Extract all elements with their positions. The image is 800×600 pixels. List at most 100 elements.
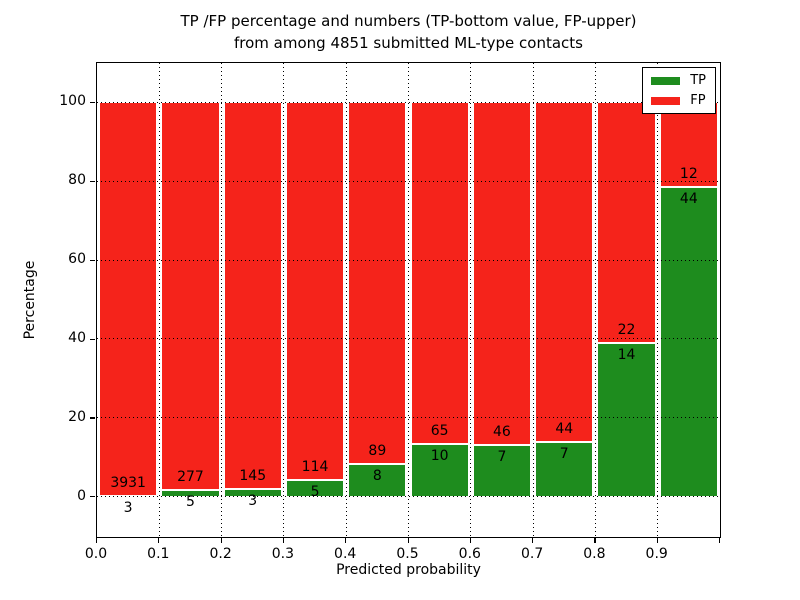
y-tick-label: 20 (68, 408, 86, 425)
tp-count-label: 7 (497, 448, 507, 465)
fp-count-label: 12 (679, 165, 698, 182)
plot-area: TP FP 3931 3 277 5 145 3 114 5 89 8 65 10 46 7 44 7 22 14 1… (96, 62, 721, 538)
x-tick-label: 0.2 (209, 546, 232, 562)
horizontal-gridline (97, 180, 720, 182)
x-tick-mark (469, 538, 471, 543)
bar-segment-tp (285, 480, 345, 497)
horizontal-gridline (97, 101, 720, 103)
y-tick-label: 80 (68, 172, 86, 189)
horizontal-gridline (97, 496, 720, 498)
vertical-gridline (470, 63, 472, 537)
bar-segment-tp (472, 444, 532, 497)
tp-count-label: 5 (310, 484, 320, 501)
tp-count-label: 10 (430, 448, 449, 465)
tp-count-label: 7 (559, 446, 569, 463)
bar-segment-tp (348, 464, 407, 497)
x-tick-mark (96, 538, 98, 543)
vertical-gridline (594, 63, 596, 537)
legend-item: FP (651, 94, 706, 107)
x-tick-mark (656, 538, 658, 543)
bar-segment-tp (535, 442, 594, 497)
y-tick-mark (90, 496, 95, 498)
bar-segment-tp (410, 444, 469, 497)
fp-count-label: 277 (177, 468, 204, 485)
tp-count-label: 14 (617, 347, 636, 364)
fp-count-label: 65 (430, 423, 449, 440)
tp-count-label: 3 (123, 500, 133, 517)
vertical-gridline (345, 63, 347, 537)
legend: TP FP (642, 67, 716, 114)
x-tick-mark (282, 538, 285, 543)
bar-segment-fp (223, 102, 282, 489)
bar-segment-fp (472, 102, 532, 445)
legend-item: TP (651, 74, 706, 87)
bar-segment-tp (597, 343, 656, 497)
y-tick-mark (90, 259, 95, 261)
x-tick-label: 0.7 (520, 546, 544, 562)
vertical-gridline (283, 63, 285, 537)
fp-count-label: 89 (368, 443, 387, 460)
vertical-gridline (158, 63, 160, 537)
legend-label: FP (690, 93, 706, 108)
bar-segment-fp (410, 102, 469, 445)
bar-segment-fp (348, 102, 407, 465)
fp-count-label: 3931 (110, 475, 146, 492)
x-tick-label: 0.5 (396, 546, 419, 562)
fp-count-label: 22 (617, 322, 636, 339)
tp-count-label: 3 (248, 492, 258, 509)
y-tick-mark (90, 102, 95, 104)
chart-title: TP /FP percentage and numbers (TP-bottom… (96, 10, 721, 54)
bar-segment-fp (161, 102, 220, 490)
legend-label: TP (690, 73, 706, 88)
y-axis-label: Percentage (22, 260, 38, 340)
fp-count-label: 46 (493, 423, 511, 440)
fp-count-label: 145 (239, 467, 267, 484)
x-tick-mark (345, 538, 347, 543)
bar-segment-fp (285, 102, 345, 480)
x-tick-mark (220, 538, 222, 543)
chart-title-line1: TP /FP percentage and numbers (TP-bottom… (180, 12, 637, 30)
horizontal-gridline (97, 338, 720, 340)
vertical-gridline (532, 63, 534, 537)
bar-segment-fp (597, 102, 656, 344)
x-tick-mark (719, 538, 721, 543)
vertical-gridline (221, 63, 223, 537)
fp-count-label: 114 (301, 459, 329, 476)
tp-count-label: 5 (185, 493, 195, 510)
y-tick-mark (90, 338, 95, 340)
bar-segment-fp (659, 102, 718, 187)
x-tick-label: 0.9 (645, 546, 668, 562)
bar-segment-tp (659, 186, 718, 497)
horizontal-gridline (97, 259, 720, 261)
fp-count-label: 44 (555, 421, 574, 438)
vertical-gridline (408, 63, 409, 537)
tp-count-label: 44 (679, 190, 698, 207)
tp-count-label: 8 (372, 468, 382, 485)
bar-segment-fp (99, 102, 158, 497)
legend-swatch-tp (651, 76, 681, 85)
x-tick-mark (532, 538, 534, 543)
horizontal-gridline (97, 417, 720, 419)
x-axis-label: Predicted probability (336, 562, 481, 578)
x-tick-mark (407, 538, 409, 543)
bar-segment-fp (535, 102, 594, 443)
x-tick-label: 0.0 (84, 546, 108, 562)
y-tick-mark (90, 417, 95, 419)
x-tick-mark (158, 538, 160, 543)
x-tick-label: 0.1 (147, 546, 170, 562)
vertical-gridline (657, 63, 659, 537)
bar-segment-tp (223, 488, 282, 497)
x-tick-label: 0.6 (458, 546, 481, 562)
x-tick-mark (594, 538, 596, 543)
chart-title-line2: from among 4851 submitted ML-type contac… (234, 34, 583, 52)
x-tick-label: 0.3 (271, 546, 295, 562)
y-tick-label: 40 (68, 329, 86, 346)
y-tick-label: 60 (68, 251, 86, 268)
y-tick-label: 0 (77, 487, 86, 504)
y-tick-mark (90, 180, 95, 183)
x-tick-label: 0.4 (334, 546, 357, 562)
legend-swatch-fp (651, 96, 681, 105)
y-tick-label: 100 (59, 93, 86, 110)
x-tick-label: 0.8 (583, 546, 606, 562)
